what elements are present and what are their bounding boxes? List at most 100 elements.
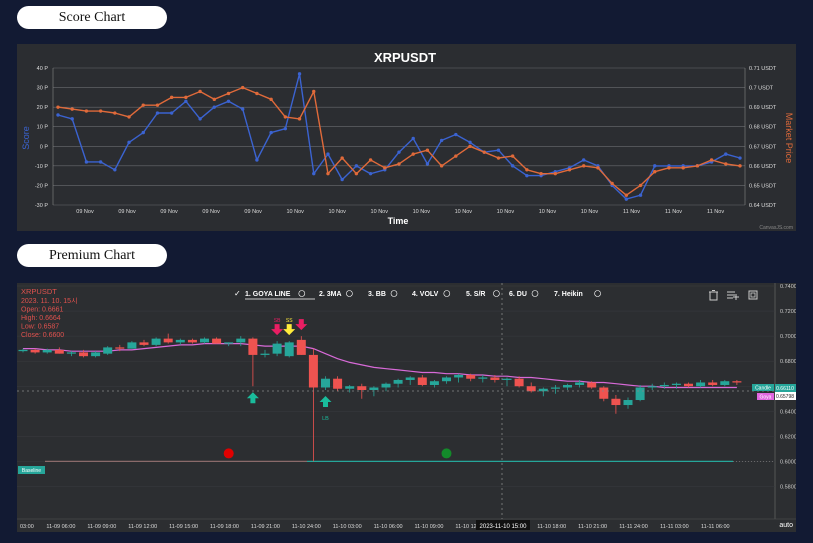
candle [563,384,572,388]
candle [308,354,318,388]
candle [321,378,330,388]
info-icon[interactable] [346,290,353,297]
scale-mode-toggle[interactable]: auto [779,522,793,529]
indicator-menu-item[interactable]: 2. 3MA [319,290,353,299]
candle [54,349,64,354]
indicator-menu-label: 7. Heikin [554,291,583,298]
score-point [98,160,103,164]
trash-icon[interactable] [709,290,718,301]
price-y-tick: 0.66 USDT [749,164,777,170]
candle [236,338,246,343]
score-chart-panel: XRPUSDT Score Market Price Time CanvasJS… [17,44,796,231]
candle [369,387,379,390]
score-point [468,140,472,145]
fullscreen-icon[interactable] [748,290,758,300]
indicator-menu-item[interactable]: 7. Heikin [554,290,601,299]
price-y-tick: 0.67 USDT [749,144,777,150]
candle [381,383,391,388]
price-point [510,154,515,158]
score-point [624,197,629,201]
score-point [198,117,202,121]
price-point [241,85,245,90]
premium-x-tick: 11-09 18:00 [210,524,239,530]
candle [357,386,367,390]
candle [659,384,669,387]
price-point [70,107,74,111]
premium-x-tick: 03:00 [20,524,34,530]
indicator-menu-item[interactable]: 4. VOLV [412,290,451,299]
indicator-menu-item[interactable]: 6. DU [509,290,539,299]
score-x-tick: 09 Nov [118,209,136,215]
score-x-tick: 10 Nov [286,209,304,215]
ohlc-line: 2023. 11. 10. 15시 [21,297,78,305]
price-point [283,115,288,119]
add-indicator-icon[interactable] [727,291,739,300]
score-point [738,156,742,160]
chart-credit[interactable]: CanvasJS.com [759,225,793,231]
price-point [397,162,401,166]
score-point [212,105,216,109]
score-x-tick: 10 Nov [497,209,515,215]
score-point [127,140,131,145]
signal-dot [441,448,452,459]
candle [671,383,681,385]
info-icon[interactable] [493,290,500,297]
info-icon[interactable] [298,290,306,297]
baseline-tag-label: Baseline [22,468,41,474]
premium-x-tick: 11-10 24:00 [292,524,321,530]
premium-x-tick: 11-11 03:00 [660,524,689,530]
price-point [496,156,501,160]
info-icon[interactable] [443,290,451,297]
price-point [383,166,387,170]
premium-x-tick: 11-10 12:00 [455,524,484,530]
score-point [184,99,188,103]
price-point [184,95,188,100]
candle [599,387,609,399]
score-x-tick: 10 Nov [581,209,599,215]
indicator-menu-item[interactable]: 1. GOYA LINE [245,290,306,299]
candle [272,343,282,354]
baseline-tag [18,466,45,474]
score-point [653,164,657,168]
info-icon[interactable] [390,290,398,297]
candle [42,349,52,353]
score-y-tick: -20 P [35,183,48,189]
candle [696,382,706,387]
score-y-tick: 0 P [40,144,49,150]
info-icon[interactable] [594,290,601,297]
sell-signal-label: SS [286,318,293,324]
price-point [340,156,344,160]
candle [248,338,258,355]
goya-tag [757,393,774,400]
score-point [169,111,174,115]
score-x-tick: 10 Nov [413,209,431,215]
indicator-menu-label: 5. S/R [466,291,485,298]
candle [175,339,185,343]
candle [623,400,633,406]
score-point [411,136,415,141]
score-x-tick: 09 Nov [244,209,262,215]
candle [466,374,476,379]
indicator-menu-item[interactable]: 5. S/R [466,290,500,299]
score-point [70,117,74,121]
candle [526,386,536,392]
candle [284,342,294,357]
candle [260,353,270,355]
price-point [695,164,700,168]
sell-signal-label: SB [274,318,281,324]
price-point [681,166,685,170]
info-icon[interactable] [531,290,539,297]
premium-x-tick: 11-10 18:00 [537,524,566,530]
price-y-tick: 0.64 USDT [749,203,777,209]
indicator-menu-item[interactable]: 3. BB [368,290,398,299]
score-point [439,138,444,143]
price-series-line [57,86,741,196]
price-point [582,164,586,168]
score-point [255,158,259,162]
candle [732,381,742,383]
score-point [454,132,458,137]
crosshair-time-box [476,520,530,530]
